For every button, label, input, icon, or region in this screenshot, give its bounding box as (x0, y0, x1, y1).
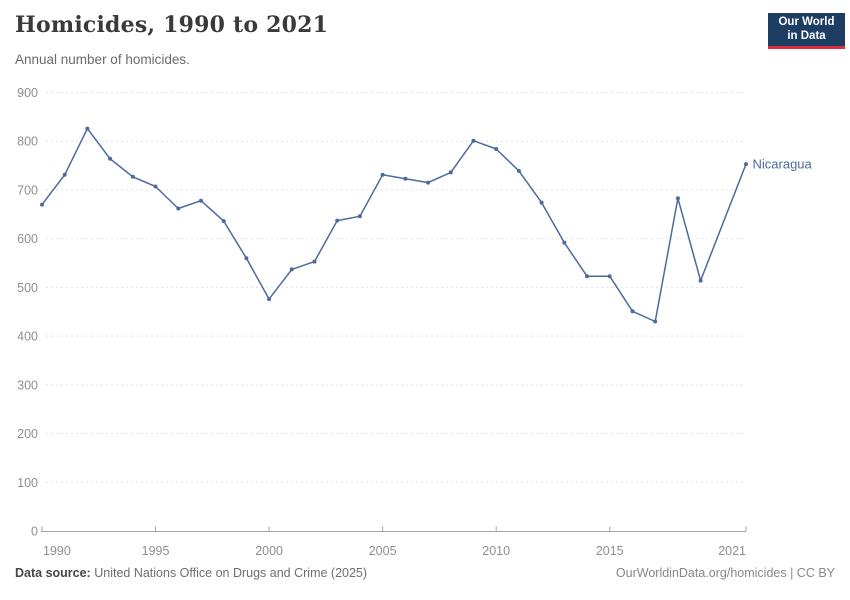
y-tick-label: 600 (17, 232, 38, 246)
x-tick-label: 2015 (596, 544, 624, 558)
y-tick-label: 800 (17, 135, 38, 149)
data-point-marker[interactable] (153, 184, 158, 189)
owid-logo-line2: in Data (787, 30, 826, 42)
x-tick-label: 2000 (255, 544, 283, 558)
x-tick-label: 1995 (142, 544, 170, 558)
data-point-marker[interactable] (244, 256, 249, 261)
data-point-marker[interactable] (312, 259, 317, 264)
y-tick-label: 500 (17, 281, 38, 295)
data-point-marker[interactable] (40, 202, 44, 207)
x-tick-label: 2021 (718, 544, 746, 558)
footer-datasource: Data source: United Nations Office on Dr… (15, 566, 367, 580)
data-point-marker[interactable] (675, 196, 680, 201)
data-point-marker[interactable] (562, 240, 567, 245)
y-tick-label: 200 (17, 427, 38, 441)
y-tick-label: 100 (17, 476, 38, 490)
y-tick-label: 300 (17, 378, 38, 392)
data-point-marker[interactable] (335, 218, 340, 223)
series-markers (40, 126, 748, 324)
y-tick-label: 400 (17, 330, 38, 344)
y-axis-labels: 0 100 200 300 400 500 600 700 800 900 (17, 86, 38, 539)
data-point-marker[interactable] (516, 168, 521, 173)
data-point-marker[interactable] (221, 219, 226, 224)
chart-subtitle: Annual number of homicides. (15, 52, 190, 67)
data-point-marker[interactable] (744, 162, 748, 167)
y-tick-label: 0 (31, 525, 38, 539)
data-point-marker[interactable] (471, 138, 476, 143)
y-gridlines (46, 92, 744, 483)
owid-logo-line1: Our World (778, 16, 835, 28)
data-point-marker[interactable] (403, 176, 408, 181)
data-point-marker[interactable] (267, 297, 272, 302)
y-tick-label: 700 (17, 183, 38, 197)
data-point-marker[interactable] (426, 180, 431, 185)
owid-logo[interactable]: Our World in Data (768, 13, 845, 49)
data-point-marker[interactable] (176, 206, 181, 211)
chart-title: Homicides, 1990 to 2021 (15, 12, 329, 38)
series-line[interactable] (41, 127, 747, 323)
data-point-marker[interactable] (630, 309, 635, 314)
data-point-marker[interactable] (62, 172, 67, 177)
data-point-marker[interactable] (448, 170, 453, 175)
x-axis (41, 526, 747, 532)
data-point-marker[interactable] (698, 278, 703, 283)
data-point-marker[interactable] (108, 156, 113, 161)
data-point-marker[interactable] (380, 172, 385, 177)
datasource-value: United Nations Office on Drugs and Crime… (94, 566, 368, 580)
series-end-label[interactable]: Nicaragua (753, 157, 813, 172)
data-point-marker[interactable] (539, 200, 544, 205)
datasource-label: Data source: (15, 566, 91, 580)
data-point-marker[interactable] (585, 274, 589, 279)
x-tick-label: 1990 (43, 544, 71, 558)
x-tick-label: 2005 (369, 544, 397, 558)
footer-license-link[interactable]: OurWorldinData.org/homicides | CC BY (615, 566, 835, 580)
data-point-marker[interactable] (85, 126, 90, 131)
y-tick-label: 900 (17, 86, 38, 100)
data-point-marker[interactable] (199, 198, 203, 203)
data-point-marker[interactable] (653, 319, 658, 324)
line-chart[interactable]: 0 100 200 300 400 500 600 700 800 900 1990 1995 2000… (0, 0, 850, 560)
x-axis-labels: 1990 1995 2000 2005 2010 2015 2021 (43, 544, 746, 558)
data-point-marker[interactable] (607, 274, 612, 279)
data-point-marker[interactable] (494, 147, 499, 151)
data-point-marker[interactable] (289, 267, 294, 272)
data-point-marker[interactable] (130, 174, 135, 179)
data-point-marker[interactable] (357, 214, 362, 219)
x-tick-label: 2010 (482, 544, 510, 558)
